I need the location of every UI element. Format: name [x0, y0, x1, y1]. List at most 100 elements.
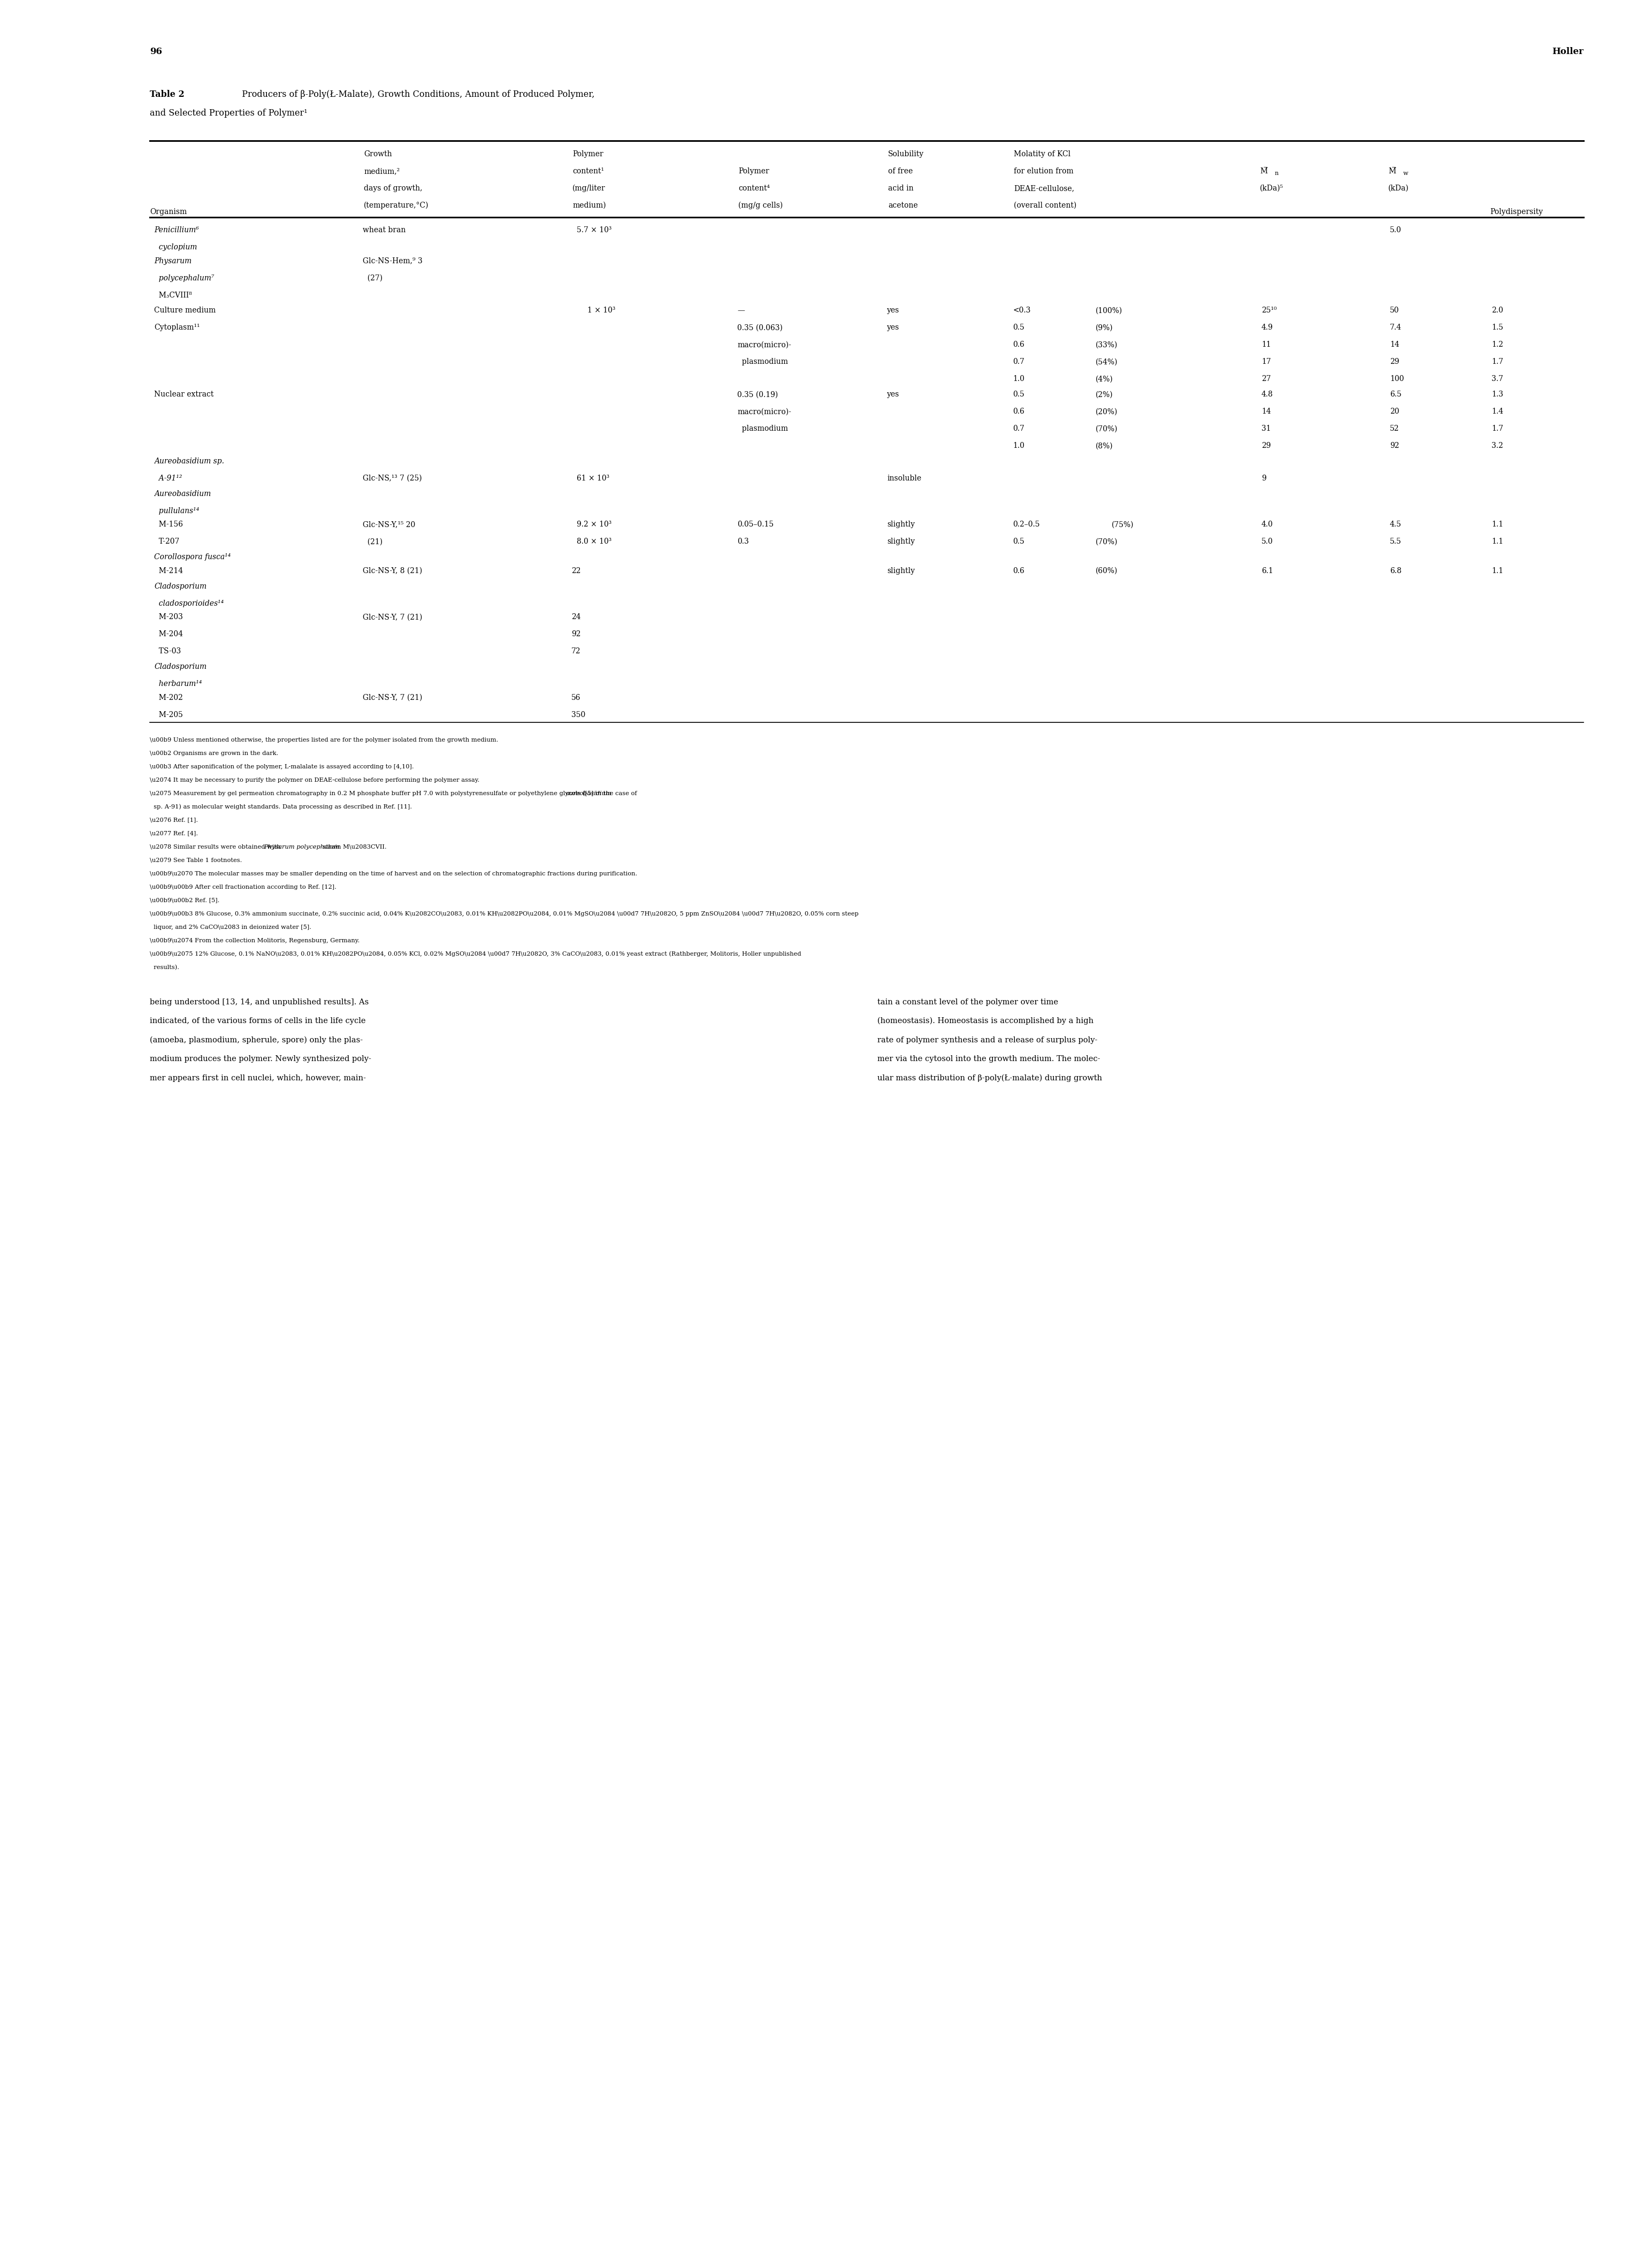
Text: 25¹⁰: 25¹⁰ [1262, 307, 1277, 314]
Text: (kDa)⁵: (kDa)⁵ [1260, 185, 1284, 192]
Text: 52: 52 [1389, 424, 1399, 433]
Text: strain M\u2083CVII.: strain M\u2083CVII. [320, 844, 387, 849]
Text: 56: 56 [572, 693, 582, 702]
Text: Physarum: Physarum [154, 257, 192, 264]
Text: 4.5: 4.5 [1389, 521, 1401, 528]
Text: acid in: acid in [889, 185, 914, 192]
Text: 5.7 × 10³: 5.7 × 10³ [577, 226, 611, 235]
Text: \u2075 Measurement by gel permeation chromatography in 0.2 M phosphate buffer pH: \u2075 Measurement by gel permeation chr… [150, 790, 639, 797]
Text: 1.0: 1.0 [1013, 442, 1024, 449]
Text: 0.35 (0.19): 0.35 (0.19) [737, 390, 778, 397]
Text: (60%): (60%) [1095, 567, 1118, 576]
Text: (54%): (54%) [1095, 359, 1118, 366]
Text: medium,²: medium,² [363, 167, 400, 176]
Text: cyclopium: cyclopium [154, 244, 197, 251]
Text: \u00b3 After saponification of the polymer, L-malalate is assayed according to [: \u00b3 After saponification of the polym… [150, 763, 415, 770]
Text: 1.5: 1.5 [1492, 325, 1503, 332]
Text: (9%): (9%) [1095, 325, 1113, 332]
Text: rate of polymer synthesis and a release of surplus poly-: rate of polymer synthesis and a release … [877, 1036, 1097, 1043]
Text: (mg/g cells): (mg/g cells) [738, 201, 783, 210]
Text: \u00b9\u00b9 After cell fractionation according to Ref. [12].: \u00b9\u00b9 After cell fractionation ac… [150, 885, 337, 889]
Text: 17: 17 [1262, 359, 1270, 366]
Text: 11: 11 [1262, 341, 1270, 348]
Text: \u00b9\u2075 12% Glucose, 0.1% NaNO\u2083, 0.01% KH\u2082PO\u2084, 0.05% KCl, 0.: \u00b9\u2075 12% Glucose, 0.1% NaNO\u208… [150, 950, 801, 957]
Text: A-91¹²: A-91¹² [154, 474, 182, 483]
Text: \u2076 Ref. [1].: \u2076 Ref. [1]. [150, 817, 198, 824]
Text: 6.8: 6.8 [1389, 567, 1401, 576]
Text: Holler: Holler [1551, 47, 1584, 56]
Text: ular mass distribution of β-poly(Ł-malate) during growth: ular mass distribution of β-poly(Ł-malat… [877, 1074, 1102, 1081]
Text: herbarum¹⁴: herbarum¹⁴ [154, 679, 202, 688]
Text: 1.3: 1.3 [1492, 390, 1503, 397]
Text: and Selected Properties of Polymer¹: and Selected Properties of Polymer¹ [150, 108, 307, 117]
Text: Nuclear extract: Nuclear extract [154, 390, 213, 397]
Text: 5.5: 5.5 [1389, 537, 1401, 546]
Text: w: w [1403, 172, 1408, 176]
Text: results).: results). [150, 964, 178, 971]
Text: 0.5: 0.5 [1013, 325, 1024, 332]
Text: M-203: M-203 [154, 614, 183, 621]
Text: \u2079 See Table 1 footnotes.: \u2079 See Table 1 footnotes. [150, 858, 241, 862]
Text: content¹: content¹ [573, 167, 605, 176]
Text: of free: of free [889, 167, 914, 176]
Text: 27: 27 [1262, 375, 1270, 384]
Text: (33%): (33%) [1095, 341, 1118, 348]
Text: being understood [13, 14, and unpublished results]. As: being understood [13, 14, and unpublishe… [150, 998, 368, 1007]
Text: 2.0: 2.0 [1492, 307, 1503, 314]
Text: 0.5: 0.5 [1013, 390, 1024, 397]
Text: \u00b9\u2074 From the collection Molitoris, Regensburg, Germany.: \u00b9\u2074 From the collection Molitor… [150, 939, 360, 943]
Text: Physarum polycephalum: Physarum polycephalum [264, 844, 340, 849]
Text: 92: 92 [1389, 442, 1399, 449]
Text: insoluble: insoluble [887, 474, 922, 483]
Text: Culture medium: Culture medium [154, 307, 216, 314]
Text: macro(micro)-: macro(micro)- [737, 409, 791, 415]
Text: 1.2: 1.2 [1492, 341, 1503, 348]
Text: plasmodium: plasmodium [737, 359, 788, 366]
Text: 4.8: 4.8 [1262, 390, 1274, 397]
Text: (20%): (20%) [1095, 409, 1118, 415]
Text: 100: 100 [1389, 375, 1404, 384]
Text: \u2074 It may be necessary to purify the polymer on DEAE-cellulose before perfor: \u2074 It may be necessary to purify the… [150, 776, 479, 783]
Text: 0.3: 0.3 [737, 537, 748, 546]
Text: polycephalum⁷: polycephalum⁷ [154, 275, 215, 282]
Text: 3.7: 3.7 [1492, 375, 1503, 384]
Text: \u00b9\u00b2 Ref. [5].: \u00b9\u00b2 Ref. [5]. [150, 898, 220, 903]
Text: M-204: M-204 [154, 630, 183, 639]
Text: M̅: M̅ [1388, 167, 1396, 176]
Text: M̅: M̅ [1260, 167, 1267, 176]
Text: M-156: M-156 [154, 521, 183, 528]
Text: pullulans¹⁴: pullulans¹⁴ [154, 508, 200, 515]
Text: 29: 29 [1262, 442, 1270, 449]
Text: 5.0: 5.0 [1262, 537, 1274, 546]
Text: M-214: M-214 [154, 567, 183, 576]
Text: Glc-NS-Y, 7 (21): Glc-NS-Y, 7 (21) [363, 693, 423, 702]
Text: liquor, and 2% CaCO\u2083 in deionized water [5].: liquor, and 2% CaCO\u2083 in deionized w… [150, 925, 311, 930]
Text: yes: yes [887, 390, 899, 397]
Text: days of growth,: days of growth, [363, 185, 423, 192]
Text: Cladosporium: Cladosporium [154, 664, 206, 670]
Text: 6.1: 6.1 [1262, 567, 1274, 576]
Text: Glc-NS-Y, 8 (21): Glc-NS-Y, 8 (21) [363, 567, 423, 576]
Text: 0.5: 0.5 [1013, 537, 1024, 546]
Text: Producers of β-Poly(Ł-Malate), Growth Conditions, Amount of Produced Polymer,: Producers of β-Poly(Ł-Malate), Growth Co… [236, 90, 595, 99]
Text: 50: 50 [1389, 307, 1399, 314]
Text: (21): (21) [363, 537, 383, 546]
Text: (mg/liter: (mg/liter [573, 185, 605, 192]
Text: 14: 14 [1389, 341, 1399, 348]
Text: (70%): (70%) [1095, 424, 1118, 433]
Text: 350: 350 [572, 711, 585, 718]
Text: 1.1: 1.1 [1492, 521, 1503, 528]
Text: medium): medium) [573, 201, 606, 210]
Text: content⁴: content⁴ [738, 185, 770, 192]
Text: (temperature,°C): (temperature,°C) [363, 201, 430, 210]
Text: Solubility: Solubility [889, 151, 923, 158]
Text: 6.5: 6.5 [1389, 390, 1401, 397]
Text: Growth: Growth [363, 151, 392, 158]
Text: n: n [1275, 172, 1279, 176]
Text: 14: 14 [1262, 409, 1270, 415]
Text: M₃CVIII⁸: M₃CVIII⁸ [154, 291, 192, 298]
Text: for elution from: for elution from [1014, 167, 1074, 176]
Text: Organism: Organism [150, 208, 187, 217]
Text: 24: 24 [572, 614, 582, 621]
Text: Cytoplasm¹¹: Cytoplasm¹¹ [154, 325, 200, 332]
